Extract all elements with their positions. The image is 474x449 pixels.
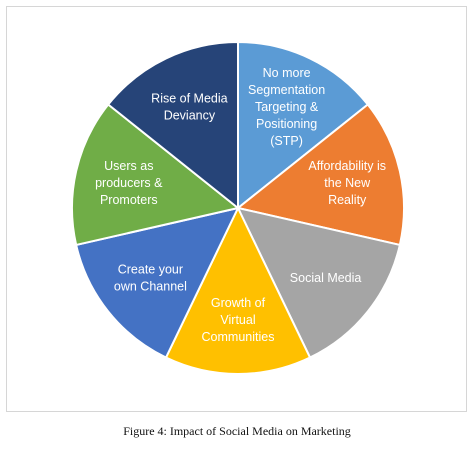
pie-label-users-as-producers-promoters: Users as producers & Promoters: [95, 159, 163, 207]
pie-label-line: Rise of Media: [151, 92, 227, 106]
pie-label-line: Positioning: [256, 117, 317, 131]
pie-label-line: No more: [263, 66, 311, 80]
figure-caption: Figure 4: Impact of Social Media on Mark…: [123, 424, 351, 438]
pie-label-rise-of-media-deviancy: Rise of Media Deviancy: [151, 92, 227, 123]
pie-slice-users-as-producers-promoters: [71, 103, 241, 247]
pie-slice-rise-of-media-deviancy: [106, 40, 239, 211]
pie-label-line: Create your: [118, 262, 183, 276]
pie-label-line: the New: [324, 176, 371, 190]
pie-label-line: Reality: [328, 193, 367, 207]
pie-label-line: Social Media: [290, 271, 362, 285]
pie-label-social-media: Social Media: [290, 271, 362, 285]
pie-slice-create-your-own-channel: [74, 206, 240, 359]
pie-label-line: Virtual: [220, 313, 255, 327]
pie-label-line: Communities: [202, 330, 275, 344]
pie-slice-growth-of-virtual-communities: [164, 205, 312, 375]
pie-label-line: Users as: [104, 159, 153, 173]
pie-label-line: Deviancy: [164, 109, 216, 123]
pie-slice-social-media: [236, 206, 402, 359]
pie-label-line: Growth of: [211, 296, 266, 310]
pie-label-line: Segmentation: [248, 83, 325, 97]
pie-label-line: (STP): [270, 134, 303, 148]
pie-slice-no-more-segmentation-targeting-positioning-stp: [237, 40, 370, 211]
pie-label-create-your-own-channel: Create your own Channel: [114, 262, 187, 293]
pie-slice-affordability-is-the-new-reality: [235, 103, 405, 247]
pie-label-line: Targeting &: [255, 100, 319, 114]
pie-label-line: Affordability is: [308, 159, 386, 173]
pie-label-affordability-is-the-new-reality: Affordability is the New Reality: [308, 159, 386, 207]
pie-label-no-more-segmentation-targeting-positioning-stp: No more Segmentation Targeting & Positionin…: [248, 66, 325, 148]
pie-label-line: producers &: [95, 176, 163, 190]
pie-label-growth-of-virtual-communities: Growth of Virtual Communities: [202, 296, 275, 344]
pie-label-line: own Channel: [114, 279, 187, 293]
pie-label-line: Promoters: [100, 193, 158, 207]
